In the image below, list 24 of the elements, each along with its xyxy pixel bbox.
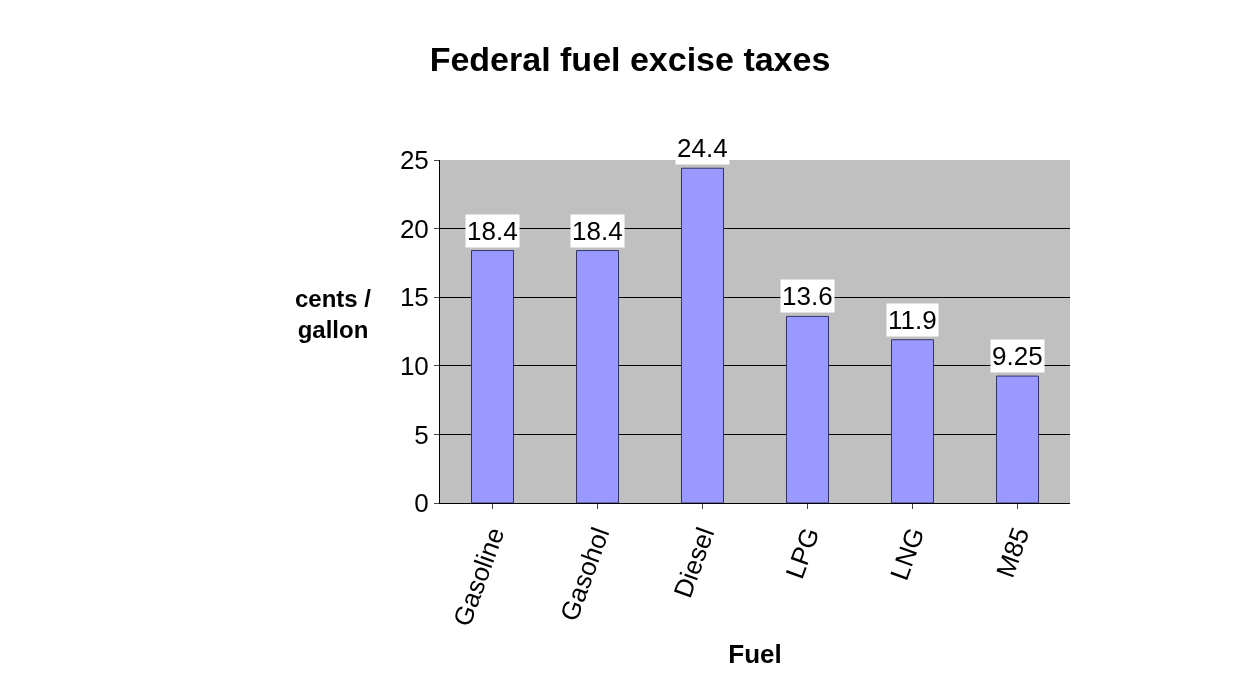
- y-tick-label: 0: [414, 488, 429, 519]
- bar: [786, 315, 829, 503]
- y-axis-title: cents / gallon: [295, 285, 372, 344]
- data-label: 24.4: [677, 133, 728, 163]
- chart-title: Federal fuel excise taxes: [429, 40, 831, 79]
- y-tick-label: 15: [399, 282, 429, 313]
- x-tick-label: Diesel: [667, 523, 721, 602]
- data-label: 13.6: [782, 281, 833, 311]
- bar: [996, 375, 1039, 503]
- data-label: 18.4: [467, 216, 518, 246]
- x-tick-label: LNG: [883, 523, 931, 584]
- bar: [576, 250, 619, 503]
- data-label: 11.9: [888, 305, 937, 335]
- y-tick-label: 10: [399, 350, 429, 381]
- data-label: 9.25: [992, 341, 1043, 371]
- x-tick-label: M85: [989, 523, 1036, 582]
- x-axis-title: Fuel: [728, 638, 782, 669]
- data-label: 18.4: [572, 216, 623, 246]
- bar: [891, 339, 934, 503]
- y-tick-label: 25: [399, 145, 429, 176]
- x-tick-label: LPG: [779, 523, 826, 583]
- y-tick-label: 20: [399, 213, 429, 244]
- y-tick-label: 5: [414, 419, 429, 450]
- bar: [471, 250, 514, 503]
